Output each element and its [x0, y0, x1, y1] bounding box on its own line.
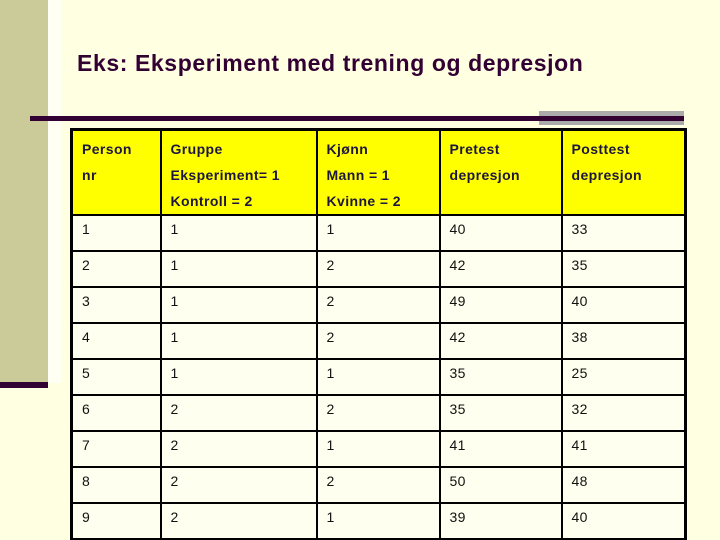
table-cell: 35: [560, 250, 687, 288]
column-header-2: Gruppe Eksperiment= 1 Kontroll = 2: [159, 128, 318, 216]
table-cell: 1: [315, 430, 441, 468]
table-cell: 6: [70, 394, 162, 432]
table-cell: 3: [70, 286, 162, 324]
table-cell: 33: [560, 214, 687, 252]
experiment-data-table: Person nr Gruppe Eksperiment= 1 Kontroll = 2…: [70, 128, 687, 540]
table-row: 9 2 1 39 40: [70, 502, 687, 540]
table-cell: 8: [70, 466, 162, 504]
table-cell: 40: [438, 214, 563, 252]
table-cell: 41: [560, 430, 687, 468]
column-header-5: Posttest depresjon: [560, 128, 687, 216]
table-row: 7 2 1 41 41: [70, 430, 687, 468]
column-header-line: Gruppe: [170, 141, 223, 157]
column-header-line: nr: [82, 167, 97, 183]
column-header-line: Mann = 1: [326, 167, 390, 183]
table-header-row: Person nr Gruppe Eksperiment= 1 Kontroll = 2…: [70, 128, 687, 216]
column-header-line: depresjon: [571, 167, 643, 183]
table-cell: 2: [315, 322, 441, 360]
table-cell: 2: [159, 466, 318, 504]
table-cell: 1: [315, 214, 441, 252]
table-row: 3 1 2 49 40: [70, 286, 687, 324]
table-cell: 2: [315, 250, 441, 288]
table-cell: 1: [315, 358, 441, 396]
column-header-line: Kvinne = 2: [326, 193, 401, 209]
table-cell: 4: [70, 322, 162, 360]
column-header-line: Kontroll = 2: [170, 193, 253, 209]
slide-title: Eks: Eksperiment med trening og depresjo…: [77, 50, 584, 76]
table-cell: 42: [438, 322, 563, 360]
table-row: 8 2 2 50 48: [70, 466, 687, 504]
table-cell: 2: [159, 430, 318, 468]
table-cell: 32: [560, 394, 687, 432]
table-row: 6 2 2 35 32: [70, 394, 687, 432]
table-row: 4 1 2 42 38: [70, 322, 687, 360]
column-header-4: Pretest depresjon: [438, 128, 563, 216]
column-header-line: Kjønn: [326, 141, 369, 157]
table-cell: 25: [560, 358, 687, 396]
table-cell: 2: [70, 250, 162, 288]
column-header-line: depresjon: [449, 167, 521, 183]
column-header-line: Person: [82, 141, 132, 157]
table-cell: 40: [560, 502, 687, 540]
table-cell: 49: [438, 286, 563, 324]
column-header-1: Person nr: [70, 128, 162, 216]
table-cell: 2: [315, 394, 441, 432]
table-row: 2 1 2 42 35: [70, 250, 687, 288]
table-cell: 2: [159, 502, 318, 540]
table-body: 1 1 1 40 33 2 1 2 42 35 3 1 2 49 40 4 1 2 42 38 5 1 1 35 25 6 2 2 35…: [70, 214, 687, 540]
table-cell: 1: [159, 250, 318, 288]
title-underline-rule: [30, 116, 684, 121]
table-cell: 1: [159, 322, 318, 360]
table-cell: 9: [70, 502, 162, 540]
table-cell: 7: [70, 430, 162, 468]
column-header-line: Eksperiment= 1: [170, 167, 280, 183]
table-cell: 2: [159, 394, 318, 432]
table-cell: 1: [159, 286, 318, 324]
table-cell: 42: [438, 250, 563, 288]
column-header-line: Pretest: [449, 141, 500, 157]
table-cell: 39: [438, 502, 563, 540]
table-cell: 5: [70, 358, 162, 396]
table-cell: 35: [438, 358, 563, 396]
table-cell: 1: [70, 214, 162, 252]
table-cell: 1: [159, 214, 318, 252]
table-cell: 38: [560, 322, 687, 360]
table-cell: 1: [159, 358, 318, 396]
table-cell: 2: [315, 286, 441, 324]
column-header-3: Kjønn Mann = 1 Kvinne = 2: [315, 128, 441, 216]
table-cell: 40: [560, 286, 687, 324]
table-cell: 1: [315, 502, 441, 540]
left-accent-band: [0, 0, 48, 383]
left-band-highlight: [48, 0, 61, 383]
table-cell: 2: [315, 466, 441, 504]
table-cell: 50: [438, 466, 563, 504]
table-cell: 48: [560, 466, 687, 504]
left-band-underline: [0, 382, 48, 388]
table-cell: 41: [438, 430, 563, 468]
table-row: 1 1 1 40 33: [70, 214, 687, 252]
table-row: 5 1 1 35 25: [70, 358, 687, 396]
column-header-line: Posttest: [571, 141, 630, 157]
table-cell: 35: [438, 394, 563, 432]
